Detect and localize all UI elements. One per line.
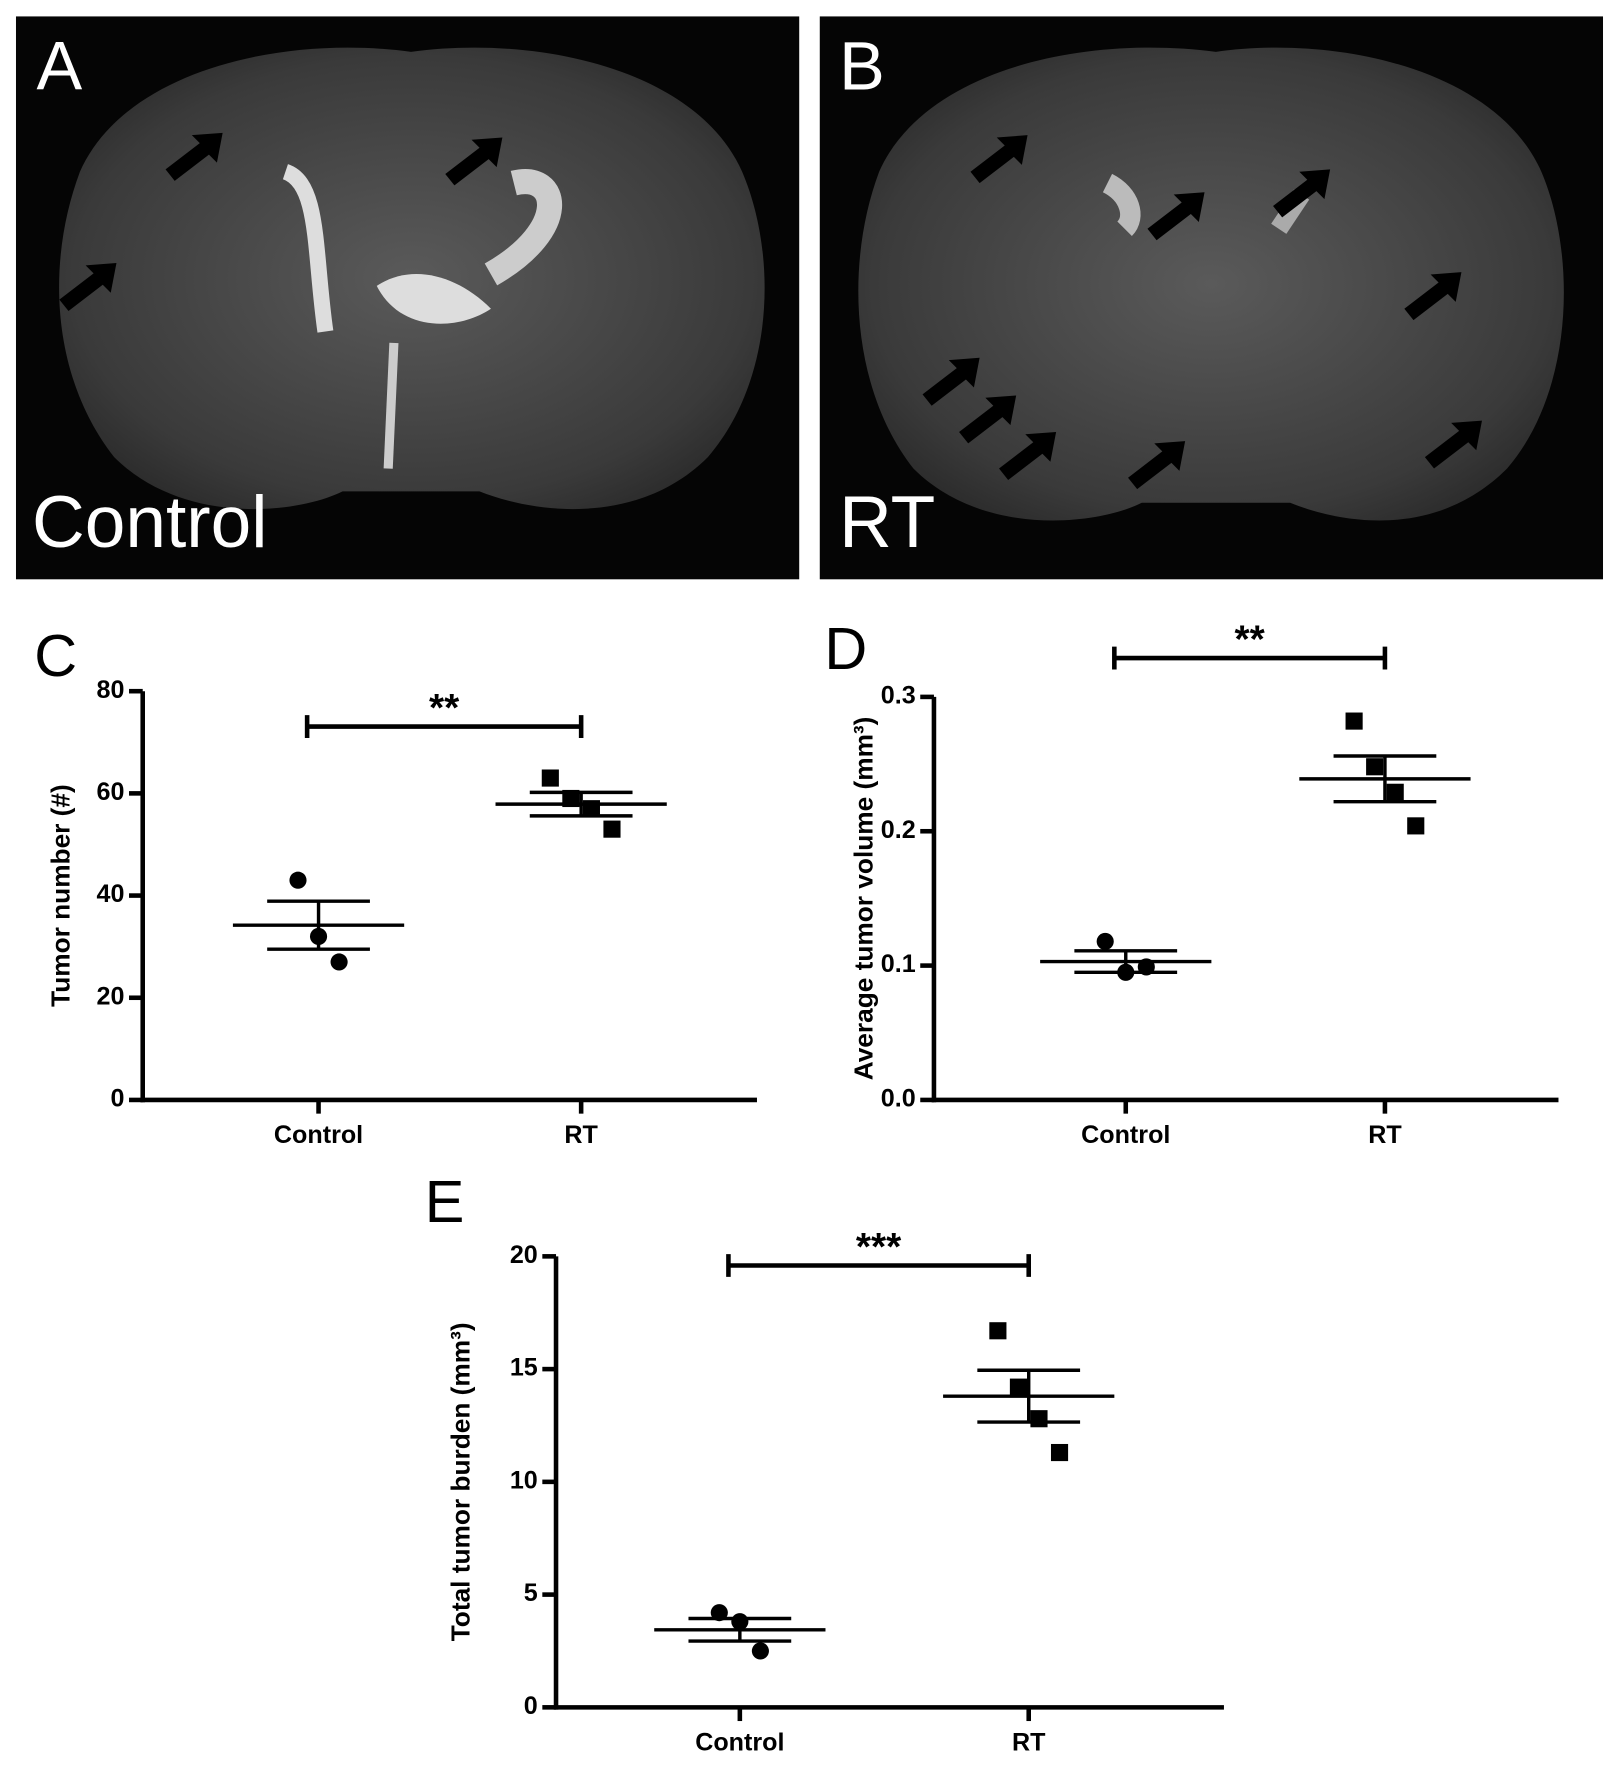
chart: E Total tumor burden (mm³) 0 5 10 15 20 Control…	[425, 1168, 1224, 1757]
y-tick-label: 0.1	[881, 950, 916, 978]
y-tick-label: 0.0	[881, 1085, 916, 1113]
y-tick-label: 80	[97, 676, 125, 704]
significance-bracket	[1112, 646, 1388, 670]
significance-label: **	[1235, 618, 1266, 661]
point	[1030, 1410, 1048, 1428]
mri-image-b	[819, 16, 1604, 580]
y-axis-title: Average tumor volume (mm³)	[848, 717, 878, 1081]
panel-letter: D	[824, 615, 867, 682]
y-tick-label: 20	[510, 1241, 538, 1269]
panel-letter: E	[425, 1168, 465, 1235]
x-tick-label: RT	[1368, 1121, 1402, 1149]
x-tick-label: Control	[1081, 1121, 1170, 1149]
chart: C Tumor number (#) 0 20 40 60 80 Control RT **	[34, 622, 757, 1149]
y-tick-label: 10	[510, 1466, 538, 1494]
y-tick-label: 15	[510, 1354, 538, 1382]
y-axis-title: Total tumor burden (mm³)	[445, 1322, 475, 1641]
point	[1386, 783, 1404, 801]
mri-image-a	[15, 16, 800, 580]
point	[541, 769, 559, 787]
panel-letter: A	[37, 27, 83, 104]
y-tick-label: 0	[524, 1692, 538, 1720]
point	[1366, 758, 1384, 776]
point	[1009, 1378, 1027, 1396]
point	[1096, 932, 1114, 950]
point	[330, 953, 348, 971]
panel-letter: B	[839, 27, 885, 104]
x-tick-label: RT	[1012, 1729, 1046, 1757]
y-tick-label: 20	[97, 982, 125, 1010]
y-tick-label: 0	[110, 1085, 124, 1113]
point	[289, 871, 307, 889]
point	[989, 1322, 1007, 1340]
y-tick-label: 60	[97, 778, 125, 806]
significance-bracket	[304, 715, 584, 739]
significance-bracket	[726, 1254, 1031, 1277]
point	[603, 820, 621, 838]
x-tick-label: RT	[564, 1121, 598, 1149]
panel-label: RT	[839, 482, 935, 563]
y-tick-label: 0.2	[881, 816, 916, 844]
point	[751, 1642, 769, 1660]
point	[1407, 817, 1425, 835]
y-axis-title: Tumor number (#)	[46, 784, 76, 1007]
y-tick-label: 5	[524, 1579, 538, 1607]
y-tick-label: 0.3	[881, 682, 916, 710]
significance-label: **	[429, 687, 460, 730]
y-tick-label: 40	[97, 880, 125, 908]
chart: D Average tumor volume (mm³)0.0 0.1 0.2 0.3 C…	[824, 615, 1559, 1149]
panel-letter: C	[34, 622, 77, 689]
x-tick-label: Control	[274, 1121, 363, 1149]
point	[1345, 712, 1363, 730]
significance-label: ***	[856, 1226, 902, 1269]
point	[1050, 1443, 1069, 1462]
panel-label: Control	[32, 482, 268, 563]
x-tick-label: Control	[695, 1729, 784, 1757]
